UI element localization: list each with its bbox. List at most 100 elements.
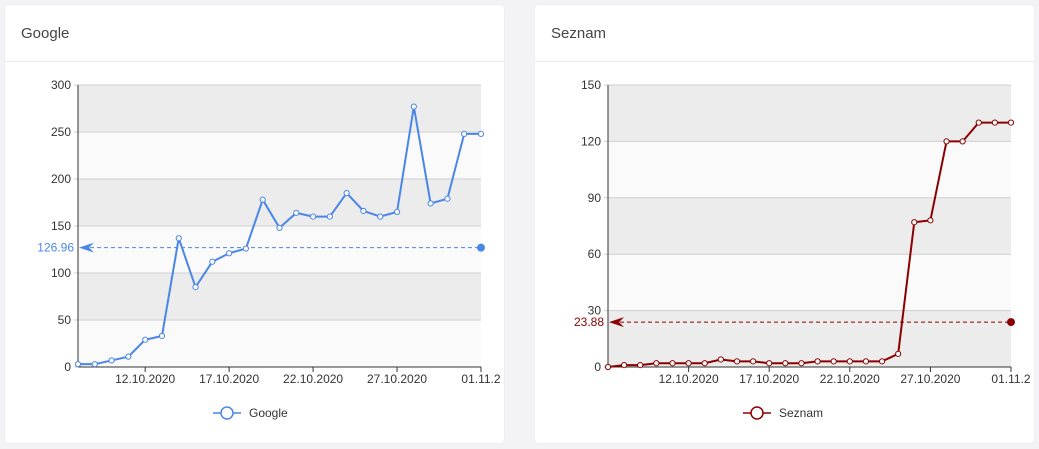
x-tick-label: 27.10.2020 <box>900 372 960 386</box>
data-point[interactable] <box>74 361 82 368</box>
x-tick-label: 27.10.2020 <box>367 372 427 386</box>
data-point[interactable] <box>461 130 468 137</box>
average-arrow-icon <box>609 317 624 328</box>
data-point[interactable] <box>862 358 870 365</box>
data-point[interactable] <box>142 336 149 343</box>
average-end-marker <box>477 243 485 252</box>
grid-band <box>608 310 1011 367</box>
y-tick-label: 60 <box>588 247 602 261</box>
data-point[interactable] <box>360 207 367 215</box>
data-point[interactable] <box>192 284 199 291</box>
data-point[interactable] <box>814 358 821 365</box>
data-point[interactable] <box>653 360 660 367</box>
grid-band <box>608 141 1011 198</box>
data-point[interactable] <box>158 332 166 340</box>
average-arrow-icon <box>79 242 94 253</box>
data-point[interactable] <box>701 360 708 367</box>
grid-band <box>78 273 481 320</box>
data-point[interactable] <box>637 362 644 369</box>
data-point[interactable] <box>259 196 266 203</box>
data-point[interactable] <box>410 103 417 110</box>
x-tick-label: 01.11.2 <box>461 372 500 386</box>
card-title: Seznam <box>535 5 1034 62</box>
y-tick-label: 250 <box>51 125 71 139</box>
legend-label[interactable]: Seznam <box>779 406 823 420</box>
data-point[interactable] <box>669 360 676 367</box>
data-point[interactable] <box>604 363 612 371</box>
y-tick-label: 90 <box>588 191 602 205</box>
y-tick-label: 120 <box>581 134 601 148</box>
data-point[interactable] <box>343 190 350 197</box>
data-point[interactable] <box>991 119 998 126</box>
data-point[interactable] <box>685 360 692 367</box>
data-point[interactable] <box>621 362 628 369</box>
data-point[interactable] <box>766 360 773 367</box>
data-point[interactable] <box>293 209 300 216</box>
google-chart-card: Google 0 50 100 150 200 250 300 12.10.2020 17.10… <box>5 5 504 443</box>
data-point[interactable] <box>878 358 886 365</box>
grid-band <box>608 85 1011 142</box>
grid-band <box>608 254 1011 311</box>
data-point[interactable] <box>959 138 966 145</box>
average-label: 126.96 <box>37 241 74 255</box>
data-point[interactable] <box>895 350 902 357</box>
data-point[interactable] <box>427 200 434 207</box>
grid-band <box>78 179 481 226</box>
data-point[interactable] <box>927 217 934 224</box>
data-point[interactable] <box>326 213 333 220</box>
grid-band <box>78 226 481 273</box>
data-point[interactable] <box>276 224 283 231</box>
x-tick-label: 12.10.2020 <box>115 372 175 386</box>
x-tick-label: 17.10.2020 <box>199 372 259 386</box>
y-tick-label: 100 <box>51 266 71 280</box>
chart-area: 0 30 60 90 120 150 12.10.2020 17.10.2020 22.10.2… <box>535 62 1034 443</box>
data-point[interactable] <box>91 361 98 368</box>
data-point[interactable] <box>846 358 853 365</box>
y-tick-label: 150 <box>581 78 601 92</box>
y-tick-label: 150 <box>51 219 71 233</box>
data-point[interactable] <box>444 195 451 202</box>
y-tick-label: 0 <box>64 360 71 374</box>
grid-band <box>608 197 1011 255</box>
data-point[interactable] <box>108 357 115 364</box>
legend-marker-icon <box>750 406 764 420</box>
data-point[interactable] <box>226 250 233 257</box>
data-point[interactable] <box>477 130 485 137</box>
grid-band <box>78 320 481 367</box>
data-point[interactable] <box>749 358 757 365</box>
seznam-chart-card: Seznam 0 30 60 90 120 150 12.10.2020 17.10.2020… <box>535 5 1034 443</box>
data-point[interactable] <box>377 213 384 220</box>
data-point[interactable] <box>209 258 216 265</box>
x-tick-label: 12.10.2020 <box>659 372 719 386</box>
legend-marker-icon <box>220 406 234 420</box>
y-tick-label: 0 <box>594 360 601 374</box>
data-point[interactable] <box>782 360 789 367</box>
card-title: Google <box>5 5 504 62</box>
data-point[interactable] <box>175 235 182 242</box>
data-point[interactable] <box>798 360 805 367</box>
grid-band <box>78 85 481 132</box>
data-point[interactable] <box>975 119 982 126</box>
y-tick-label: 200 <box>51 172 71 186</box>
data-point[interactable] <box>911 219 918 226</box>
y-tick-label: 300 <box>51 78 71 92</box>
data-point[interactable] <box>943 138 950 145</box>
seznam-line-chart: 0 30 60 90 120 150 12.10.2020 17.10.2020 22.10.2… <box>574 78 1031 420</box>
average-label: 23.88 <box>574 315 604 329</box>
chart-area: 0 50 100 150 200 250 300 12.10.2020 17.10.2020 22… <box>5 62 504 443</box>
data-point[interactable] <box>830 358 837 365</box>
grid-band <box>78 132 481 179</box>
legend-label[interactable]: Google <box>249 406 288 420</box>
x-tick-label: 01.11.2 <box>991 372 1030 386</box>
x-tick-label: 22.10.2020 <box>283 372 343 386</box>
data-point[interactable] <box>393 208 401 215</box>
y-tick-label: 50 <box>58 313 72 327</box>
data-point[interactable] <box>717 356 724 363</box>
data-point[interactable] <box>309 213 317 220</box>
google-line-chart: 0 50 100 150 200 250 300 12.10.2020 17.10.2020 22… <box>37 78 501 420</box>
data-point[interactable] <box>733 358 741 365</box>
data-point[interactable] <box>1007 119 1015 126</box>
data-point[interactable] <box>242 245 250 252</box>
data-point[interactable] <box>125 353 132 360</box>
x-tick-label: 17.10.2020 <box>739 372 799 386</box>
